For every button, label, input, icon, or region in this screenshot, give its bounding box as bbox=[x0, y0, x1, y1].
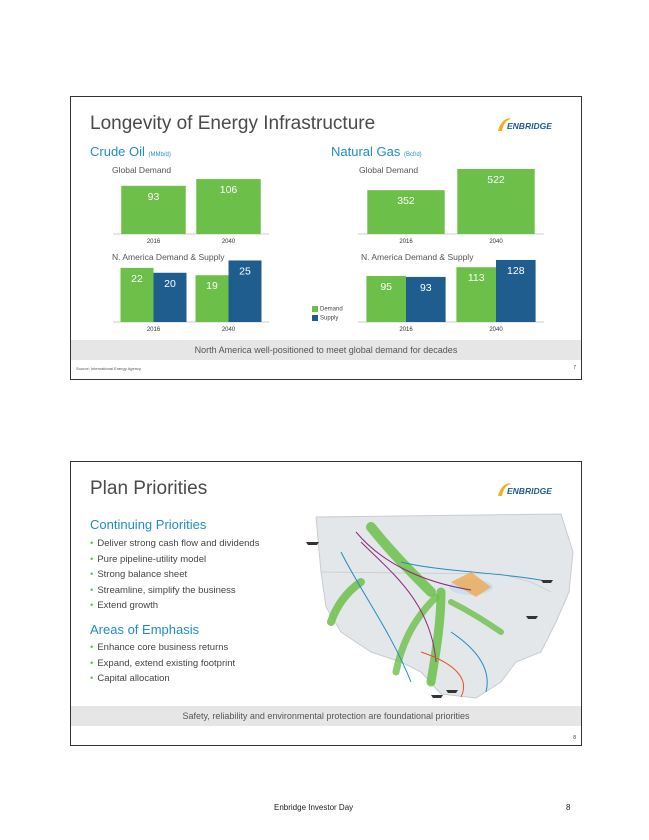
tick-label: 2040 bbox=[489, 239, 503, 245]
bar-supply bbox=[153, 272, 187, 322]
tanker-icon bbox=[306, 542, 319, 545]
gas-distribution-area bbox=[451, 572, 491, 597]
slide-plan-priorities: Plan Priorities ENBRIDGE Continuing Prio… bbox=[70, 461, 582, 746]
list-item: • Capital allocation bbox=[90, 673, 170, 684]
data-label: 128 bbox=[507, 265, 525, 277]
areas-of-emphasis-heading: Areas of Emphasis bbox=[90, 622, 200, 637]
list-item: • Deliver strong cash flow and dividends bbox=[90, 538, 260, 549]
flow-arrow-north-south bbox=[366, 522, 436, 597]
list-item: • Strong balance sheet bbox=[90, 569, 188, 580]
crude-na-label: N. America Demand & Supply bbox=[112, 252, 225, 262]
page-footer-number: 8 bbox=[566, 803, 571, 812]
slide1-page-number: 7 bbox=[573, 365, 576, 371]
bar-demand bbox=[367, 190, 445, 234]
flow-arrow-south bbox=[426, 587, 446, 687]
data-label: 95 bbox=[380, 281, 392, 293]
data-label: 113 bbox=[468, 272, 485, 284]
pipeline-line bbox=[355, 531, 472, 591]
enbridge-flame-icon bbox=[498, 118, 511, 131]
tick-label: 2016 bbox=[147, 239, 161, 245]
bar-supply bbox=[228, 260, 262, 322]
legend-demand: Demand bbox=[312, 306, 343, 315]
list-item: • Enhance core business returns bbox=[90, 642, 229, 653]
bar-demand bbox=[457, 168, 535, 234]
slide1-footer-band: North America well-positioned to meet gl… bbox=[71, 340, 581, 360]
pipeline-line bbox=[420, 651, 464, 698]
list-item: • Expand, extend existing footprint bbox=[90, 657, 236, 669]
data-label: 522 bbox=[487, 174, 505, 186]
page-footer-text: Enbridge Investor Day bbox=[274, 803, 354, 812]
tick-label: 2016 bbox=[399, 327, 413, 333]
north-america-pipeline-map bbox=[301, 512, 576, 700]
data-label: 22 bbox=[131, 273, 143, 285]
bar-demand bbox=[456, 267, 496, 322]
tick-label: 2040 bbox=[489, 327, 503, 333]
gas-global-demand-label: Global Demand bbox=[359, 165, 419, 175]
bar-demand bbox=[120, 267, 154, 322]
logo-text: ENBRIDGE bbox=[507, 121, 552, 131]
flow-arrow-west bbox=[327, 578, 365, 626]
crude-global-demand-label: Global Demand bbox=[112, 165, 172, 175]
bar-demand bbox=[121, 185, 186, 234]
natural-gas-heading: Natural Gas (Bcf/d) bbox=[331, 144, 422, 159]
list-item: • Pure pipeline-utility model bbox=[90, 553, 207, 565]
data-label: 93 bbox=[148, 191, 160, 203]
pipeline-line bbox=[450, 631, 488, 693]
tick-label: 2016 bbox=[399, 239, 413, 245]
slide2-footer-band: Safety, reliability and environmental pr… bbox=[71, 706, 581, 726]
bar-demand bbox=[195, 275, 229, 322]
data-label: 106 bbox=[220, 184, 238, 196]
flow-arrow-gulf bbox=[392, 593, 440, 676]
data-label: 25 bbox=[239, 265, 251, 277]
data-label: 352 bbox=[397, 195, 415, 207]
slide-longevity: Longevity of Energy Infrastructure ENBRI… bbox=[70, 96, 582, 380]
list-item: • Streamline, simplify the business bbox=[90, 584, 236, 596]
data-label: 19 bbox=[206, 280, 218, 292]
charts-canvas: 93 2016 106 2040 352 2016 522 2040 22 20 2016 19 25 2… bbox=[113, 168, 544, 333]
areas-of-emphasis-list: • Enhance core business returns • Expand, … bbox=[90, 640, 235, 687]
tanker-icon bbox=[446, 690, 458, 693]
data-label: 93 bbox=[420, 282, 432, 294]
tanker-icon bbox=[526, 616, 538, 619]
slide-title: Longevity of Energy Infrastructure bbox=[90, 113, 376, 134]
tanker-icon bbox=[541, 580, 553, 583]
enbridge-flame-icon bbox=[498, 483, 511, 496]
tick-label: 2016 bbox=[147, 327, 161, 333]
bar-demand bbox=[366, 275, 406, 322]
legend-supply: Supply bbox=[312, 315, 343, 324]
enbridge-logo: ENBRIDGE bbox=[498, 483, 552, 496]
continuing-priorities-list: • Deliver strong cash flow and dividends … bbox=[90, 536, 259, 614]
flow-arrow-east bbox=[448, 599, 504, 635]
pipeline-line bbox=[400, 561, 552, 583]
source-note: Source: International Energy Agency bbox=[76, 366, 141, 371]
gas-na-label: N. America Demand & Supply bbox=[361, 252, 474, 262]
slide2-page-number: 8 bbox=[573, 735, 576, 741]
tick-label: 2040 bbox=[222, 239, 236, 245]
bar-supply bbox=[496, 259, 536, 322]
pipeline-line bbox=[360, 541, 437, 663]
bar-demand bbox=[196, 179, 261, 234]
continuing-priorities-heading: Continuing Priorities bbox=[90, 517, 207, 532]
tick-label: 2040 bbox=[222, 327, 236, 333]
slide-title: Plan Priorities bbox=[90, 478, 208, 499]
bar-supply bbox=[406, 276, 446, 322]
list-item: • Extend growth bbox=[90, 600, 159, 611]
legend: Demand Supply bbox=[312, 306, 343, 324]
data-label: 20 bbox=[164, 278, 176, 290]
crude-oil-heading: Crude Oil (MMb/d) bbox=[90, 144, 171, 159]
pipeline-line bbox=[340, 551, 412, 683]
logo-text: ENBRIDGE bbox=[507, 486, 552, 496]
tanker-icon bbox=[431, 695, 443, 698]
enbridge-logo: ENBRIDGE bbox=[498, 118, 552, 131]
